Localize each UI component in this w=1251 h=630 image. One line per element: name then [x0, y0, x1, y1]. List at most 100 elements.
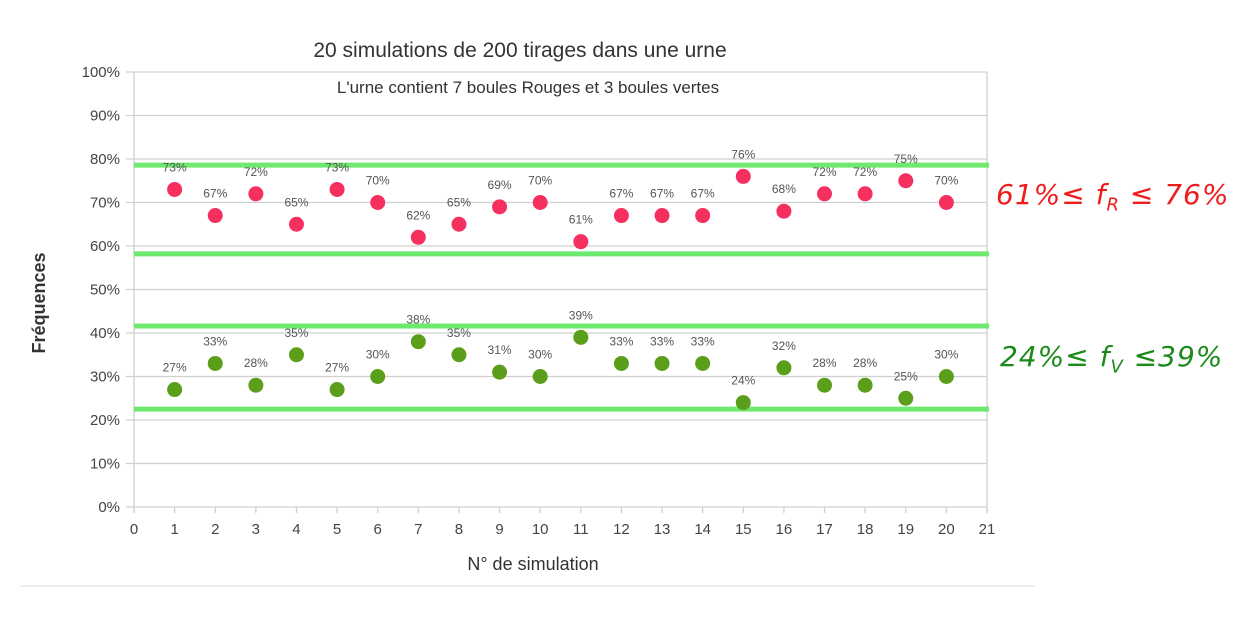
- data-point-rouges: [857, 186, 873, 202]
- x-tick-label: 11: [573, 521, 589, 538]
- data-label: 76%: [731, 147, 755, 161]
- data-point-vertes: [735, 395, 751, 411]
- data-label: 32%: [772, 339, 796, 353]
- data-label: 70%: [934, 174, 958, 188]
- data-point-rouges: [329, 181, 345, 197]
- data-label: 35%: [284, 326, 308, 340]
- data-label: 67%: [650, 187, 674, 201]
- y-tick-label: 80%: [90, 151, 120, 168]
- data-label: 39%: [569, 308, 593, 322]
- data-label: 27%: [163, 361, 187, 375]
- y-axis-label: Fréquences: [29, 252, 49, 353]
- data-label: 73%: [325, 160, 349, 174]
- data-label: 67%: [203, 187, 227, 201]
- data-label: 70%: [366, 174, 390, 188]
- data-label: 68%: [772, 182, 796, 196]
- data-point-vertes: [248, 377, 264, 393]
- data-label: 30%: [934, 348, 958, 362]
- x-tick-label: 19: [897, 521, 914, 538]
- x-tick-label: 13: [654, 521, 671, 538]
- data-label: 25%: [894, 369, 918, 383]
- chart-subtitle: L'urne contient 7 boules Rouges et 3 bou…: [337, 78, 719, 97]
- data-label: 67%: [609, 187, 633, 201]
- x-tick-label: 20: [938, 521, 955, 538]
- data-label: 33%: [203, 334, 227, 348]
- data-point-vertes: [288, 347, 304, 363]
- chart-title: 20 simulations de 200 tirages dans une u…: [313, 39, 726, 62]
- data-point-rouges: [410, 229, 426, 245]
- data-point-rouges: [735, 168, 751, 184]
- x-tick-label: 12: [613, 521, 630, 538]
- data-point-rouges: [167, 181, 183, 197]
- data-point-rouges: [532, 195, 548, 210]
- data-point-rouges: [248, 186, 264, 202]
- data-point-vertes: [857, 377, 873, 393]
- x-tick-label: 2: [211, 521, 219, 538]
- data-point-vertes: [613, 355, 629, 371]
- y-tick-label: 10%: [90, 456, 120, 473]
- data-point-rouges: [451, 216, 467, 232]
- x-tick-label: 10: [532, 521, 549, 538]
- data-point-vertes: [167, 382, 183, 398]
- x-tick-label: 5: [333, 521, 341, 538]
- x-tick-label: 0: [130, 521, 138, 538]
- y-tick-label: 0%: [98, 499, 120, 516]
- x-tick-label: 1: [170, 521, 178, 538]
- x-tick-label: 3: [252, 521, 260, 538]
- x-tick-label: 18: [857, 521, 874, 538]
- data-label: 69%: [488, 178, 512, 192]
- data-point-vertes: [492, 364, 508, 380]
- data-label: 27%: [325, 361, 349, 375]
- data-point-vertes: [451, 347, 467, 363]
- y-tick-label: 100%: [82, 64, 120, 81]
- data-point-rouges: [776, 203, 792, 219]
- data-point-rouges: [695, 208, 711, 224]
- data-point-rouges: [817, 186, 833, 202]
- data-label: 67%: [691, 187, 715, 201]
- data-label: 24%: [731, 374, 755, 388]
- data-point-rouges: [654, 208, 670, 224]
- x-tick-label: 4: [292, 521, 300, 538]
- data-point-rouges: [573, 234, 589, 250]
- data-label: 65%: [447, 195, 471, 209]
- data-label: 28%: [244, 356, 268, 370]
- data-point-vertes: [573, 329, 589, 345]
- x-tick-label: 17: [816, 521, 833, 538]
- y-tick-label: 90%: [90, 108, 120, 125]
- y-tick-label: 40%: [90, 325, 120, 342]
- data-label: 28%: [853, 356, 877, 370]
- data-label: 30%: [528, 348, 552, 362]
- x-tick-label: 14: [694, 521, 711, 538]
- data-label: 33%: [650, 334, 674, 348]
- data-point-rouges: [938, 195, 954, 210]
- data-point-vertes: [370, 369, 386, 384]
- data-label: 65%: [284, 195, 308, 209]
- data-point-vertes: [410, 334, 426, 350]
- data-point-rouges: [288, 216, 304, 232]
- data-point-rouges: [207, 208, 223, 224]
- x-tick-label: 6: [374, 521, 382, 538]
- data-label: 75%: [894, 152, 918, 166]
- data-label: 62%: [406, 208, 430, 222]
- data-point-vertes: [776, 360, 792, 376]
- data-point-vertes: [695, 355, 711, 371]
- data-label: 72%: [813, 165, 837, 179]
- y-tick-label: 60%: [90, 238, 120, 255]
- data-point-vertes: [938, 369, 954, 384]
- data-point-rouges: [492, 199, 508, 215]
- data-label: 33%: [691, 334, 715, 348]
- data-point-vertes: [898, 390, 914, 406]
- data-label: 73%: [163, 160, 187, 174]
- x-tick-label: 9: [495, 521, 503, 538]
- annotation-red: 61%≤ fR ≤ 76%: [996, 178, 1230, 216]
- x-tick-label: 8: [455, 521, 463, 538]
- data-label: 30%: [366, 348, 390, 362]
- data-label: 28%: [813, 356, 837, 370]
- data-label: 35%: [447, 326, 471, 340]
- y-tick-label: 70%: [90, 195, 120, 212]
- x-tick-label: 21: [979, 521, 996, 538]
- data-point-vertes: [532, 369, 548, 384]
- data-point-rouges: [613, 208, 629, 224]
- data-point-vertes: [207, 355, 223, 371]
